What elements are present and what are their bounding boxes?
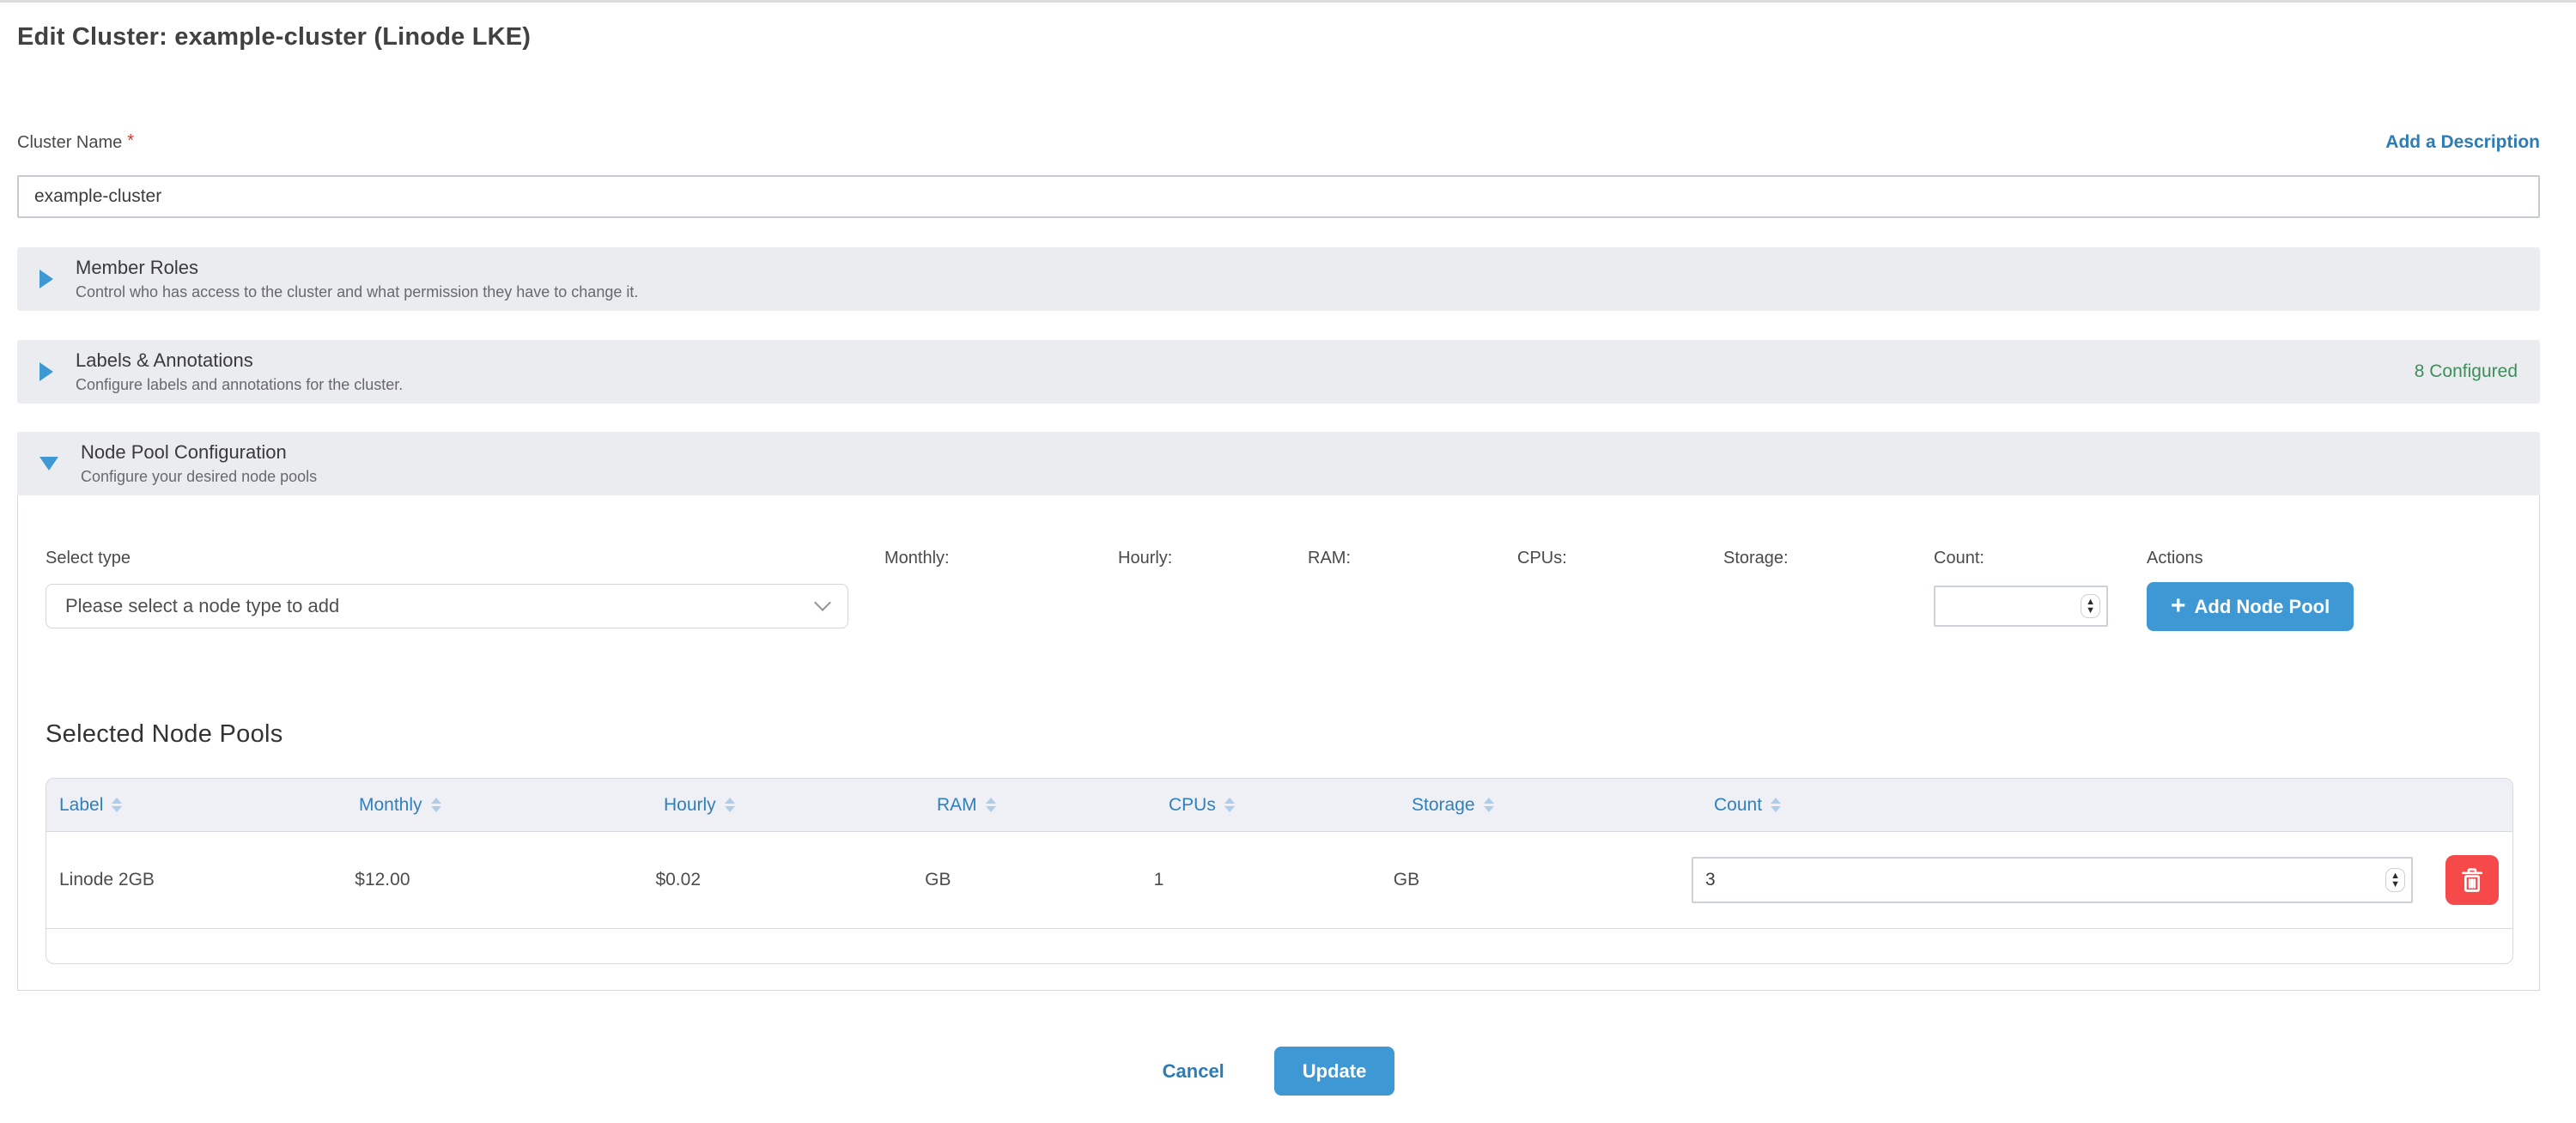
header-label-text: Label bbox=[59, 794, 104, 815]
cell-count: ▲▼ bbox=[1679, 855, 2512, 905]
chevron-down-icon bbox=[814, 594, 831, 611]
section-title: Labels & Annotations bbox=[76, 349, 253, 371]
stepper-icon[interactable]: ▲ ▼ bbox=[2081, 594, 2100, 618]
ram-column: RAM: bbox=[1308, 549, 1517, 568]
section-node-pool-text: Node Pool Configuration Configure your d… bbox=[81, 441, 317, 486]
sort-icon bbox=[1224, 798, 1235, 812]
node-pool-panel-body: Select type Please select a node type to… bbox=[17, 495, 2540, 991]
sort-icon bbox=[430, 798, 441, 812]
trash-icon bbox=[2462, 868, 2482, 892]
cluster-name-row: Cluster Name * Add a Description bbox=[17, 131, 2540, 153]
count-label: Count: bbox=[1934, 549, 1984, 568]
header-count[interactable]: Count bbox=[1701, 795, 2512, 816]
section-labels-annotations[interactable]: Labels & Annotations Configure labels an… bbox=[17, 340, 2540, 404]
section-subtitle: Configure labels and annotations for the… bbox=[76, 376, 404, 393]
header-monthly-text: Monthly bbox=[359, 794, 422, 815]
monthly-label: Monthly: bbox=[884, 549, 950, 568]
cell-hourly: $0.02 bbox=[655, 870, 702, 889]
form-footer-actions: Cancel Update bbox=[17, 1047, 2540, 1096]
section-subtitle: Configure your desired node pools bbox=[81, 468, 318, 485]
cell-label: Linode 2GB bbox=[59, 870, 155, 889]
cell-monthly: $12.00 bbox=[355, 870, 410, 889]
update-button[interactable]: Update bbox=[1273, 1047, 1395, 1096]
actions-column: Actions + Add Node Pool bbox=[2147, 549, 2513, 631]
page-title: Edit Cluster: example-cluster (Linode LK… bbox=[17, 23, 532, 51]
header-hourly-text: Hourly bbox=[664, 794, 716, 815]
header-storage[interactable]: Storage bbox=[1399, 795, 1701, 816]
node-type-select[interactable]: Please select a node type to add bbox=[46, 584, 848, 628]
header-ram[interactable]: RAM bbox=[924, 795, 1156, 816]
table-header-row: Label Monthly Hourly RAM bbox=[46, 779, 2512, 832]
select-type-label: Select type bbox=[46, 549, 131, 568]
node-pool-form: Select type Please select a node type to… bbox=[46, 549, 2513, 631]
node-pool-panel: Node Pool Configuration Configure your d… bbox=[17, 432, 2540, 991]
header-storage-text: Storage bbox=[1412, 794, 1475, 815]
hourly-label: Hourly: bbox=[1118, 549, 1173, 568]
header-label[interactable]: Label bbox=[46, 795, 346, 816]
edit-cluster-page: Edit Cluster: example-cluster (Linode LK… bbox=[0, 23, 2576, 1096]
cpus-column: CPUs: bbox=[1517, 549, 1723, 568]
add-description-link[interactable]: Add a Description bbox=[2385, 132, 2540, 152]
monthly-column: Monthly: bbox=[884, 549, 1118, 568]
section-subtitle: Control who has access to the cluster an… bbox=[76, 283, 639, 300]
caret-down-icon bbox=[39, 457, 58, 470]
hourly-column: Hourly: bbox=[1118, 549, 1308, 568]
cell-cpus: 1 bbox=[1153, 870, 1164, 889]
count-input[interactable] bbox=[1934, 586, 2108, 627]
delete-node-pool-button[interactable] bbox=[2445, 855, 2499, 905]
count-input-wrapper: ▲ ▼ bbox=[1934, 586, 2108, 627]
select-type-column: Select type Please select a node type to… bbox=[46, 549, 848, 628]
section-member-roles-text: Member Roles Control who has access to t… bbox=[76, 257, 638, 301]
configured-count-badge: 8 Configured bbox=[2414, 361, 2518, 381]
ram-label: RAM: bbox=[1308, 549, 1351, 568]
storage-label: Storage: bbox=[1723, 549, 1789, 568]
sort-icon bbox=[1483, 798, 1494, 812]
sort-icon bbox=[985, 798, 996, 812]
header-count-text: Count bbox=[1714, 794, 1763, 815]
stepper-icon[interactable]: ▲ ▼ bbox=[2385, 868, 2405, 892]
sort-icon bbox=[724, 798, 735, 812]
section-labels-annotations-text: Labels & Annotations Configure labels an… bbox=[76, 349, 403, 394]
cluster-name-label: Cluster Name bbox=[17, 133, 123, 152]
header-hourly[interactable]: Hourly bbox=[651, 795, 924, 816]
cpus-label: CPUs: bbox=[1517, 549, 1567, 568]
header-cpus-text: CPUs bbox=[1169, 794, 1216, 815]
header-monthly[interactable]: Monthly bbox=[346, 795, 651, 816]
sort-icon bbox=[112, 798, 123, 812]
add-node-pool-button[interactable]: + Add Node Pool bbox=[2147, 582, 2354, 631]
row-count-input[interactable] bbox=[1692, 857, 2413, 903]
header-ram-text: RAM bbox=[937, 794, 977, 815]
cell-ram: GB bbox=[925, 870, 951, 889]
cancel-button[interactable]: Cancel bbox=[1162, 1059, 1224, 1082]
section-title: Node Pool Configuration bbox=[81, 441, 287, 463]
table-row: Linode 2GB $12.00 $0.02 GB 1 GB ▲▼ bbox=[46, 832, 2512, 928]
sort-icon bbox=[1771, 798, 1782, 812]
cluster-name-input[interactable] bbox=[17, 175, 2540, 218]
row-count-input-wrapper: ▲▼ bbox=[1692, 857, 2413, 903]
cluster-name-label-group: Cluster Name * bbox=[17, 131, 135, 153]
selected-node-pools-table: Label Monthly Hourly RAM bbox=[46, 778, 2513, 964]
storage-column: Storage: bbox=[1723, 549, 1934, 568]
section-node-pool-configuration[interactable]: Node Pool Configuration Configure your d… bbox=[17, 432, 2540, 495]
header-cpus[interactable]: CPUs bbox=[1156, 795, 1399, 816]
add-node-pool-button-label: Add Node Pool bbox=[2194, 595, 2330, 617]
required-asterisk: * bbox=[127, 131, 135, 150]
section-member-roles[interactable]: Member Roles Control who has access to t… bbox=[17, 247, 2540, 311]
caret-right-icon bbox=[39, 362, 53, 381]
count-column: Count: ▲ ▼ bbox=[1934, 549, 2147, 627]
caret-right-icon bbox=[39, 270, 53, 288]
node-type-select-value: Please select a node type to add bbox=[65, 595, 340, 616]
table-footer-row bbox=[46, 928, 2512, 963]
actions-label: Actions bbox=[2147, 549, 2203, 568]
cell-storage: GB bbox=[1393, 870, 1420, 889]
selected-node-pools-heading: Selected Node Pools bbox=[46, 720, 283, 748]
section-title: Member Roles bbox=[76, 257, 199, 278]
